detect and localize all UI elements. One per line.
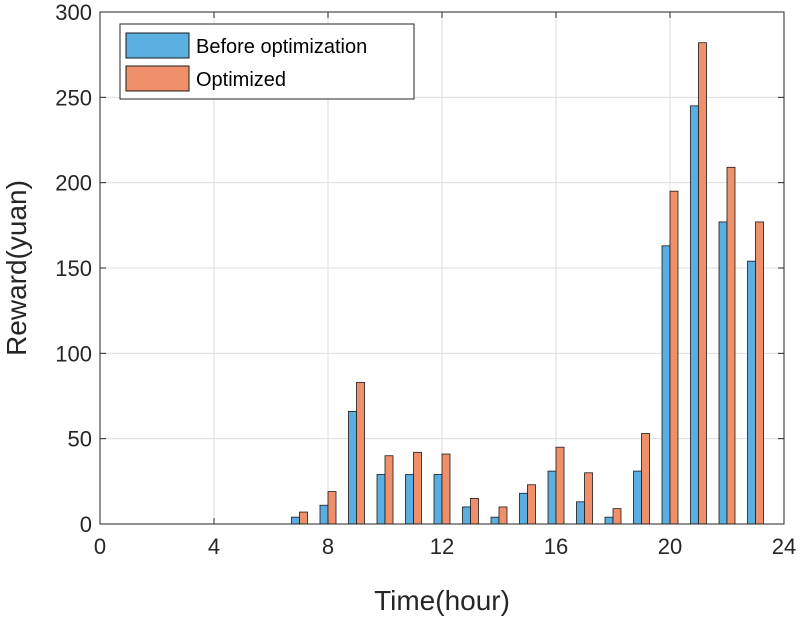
x-tick-label: 12 — [430, 534, 454, 559]
x-tick-label: 8 — [322, 534, 334, 559]
bar-optimized-hour-16 — [555, 446, 565, 525]
bar-optimized-hour-10 — [384, 455, 394, 525]
bar-optimized-hour-23 — [755, 221, 764, 525]
bar-optimized-hour-22 — [726, 166, 736, 525]
bar-before-hour-18 — [604, 516, 614, 525]
bar-optimized-hour-9 — [356, 381, 365, 525]
legend: Before optimization Optimized — [119, 23, 415, 100]
bar-before-hour-7 — [291, 516, 300, 525]
bar-before-hour-12 — [433, 474, 443, 525]
bar-before-hour-10 — [376, 474, 386, 525]
bar-before-hour-16 — [547, 470, 557, 525]
y-tick-label: 50 — [68, 427, 92, 452]
x-tick-label: 16 — [544, 534, 568, 559]
bar-before-hour-14 — [490, 516, 500, 525]
axis-ticks: 0 4 8 12 16 20 24 0 50 100 150 200 250 300 — [55, 0, 796, 559]
legend-label-before: Before optimization — [196, 36, 367, 58]
bar-before-hour-23 — [747, 260, 756, 525]
legend-swatch-optimized — [125, 65, 190, 92]
bar-optimized-hour-7 — [299, 511, 308, 525]
bar-before-hour-15 — [519, 492, 528, 525]
bar-optimized-hour-18 — [612, 508, 622, 525]
bar-before-hour-17 — [576, 501, 585, 525]
legend-label-optimized: Optimized — [196, 69, 286, 91]
bar-optimized-hour-14 — [498, 506, 508, 525]
y-tick-label: 0 — [80, 512, 92, 537]
bar-before-hour-11 — [405, 474, 414, 525]
bar-optimized-hour-11 — [413, 451, 422, 525]
bar-before-hour-21 — [690, 105, 699, 525]
legend-swatch-before — [125, 32, 190, 59]
x-tick-label: 4 — [208, 534, 220, 559]
x-tick-label: 20 — [658, 534, 682, 559]
y-tick-label: 250 — [55, 85, 92, 110]
bar-optimized-hour-12 — [441, 453, 451, 525]
y-tick-label: 200 — [55, 171, 92, 196]
bar-optimized-hour-20 — [669, 190, 679, 525]
bar-before-hour-19 — [633, 470, 642, 525]
y-axis-label: Reward(yuan) — [1, 180, 32, 356]
bar-before-hour-20 — [661, 245, 671, 525]
y-tick-label: 150 — [55, 256, 92, 281]
x-axis-label: Time(hour) — [374, 585, 510, 616]
bar-before-hour-22 — [718, 221, 728, 525]
bar-optimized-hour-17 — [584, 472, 593, 525]
bar-before-hour-8 — [319, 504, 329, 525]
bar-optimized-hour-15 — [527, 484, 536, 525]
bar-optimized-hour-13 — [470, 497, 479, 525]
bar-before-hour-9 — [348, 410, 357, 525]
bar-optimized-hour-21 — [698, 42, 707, 525]
bar-optimized-hour-8 — [327, 491, 337, 525]
y-tick-label: 300 — [55, 0, 92, 25]
x-tick-label: 24 — [772, 534, 796, 559]
x-tick-label: 0 — [94, 534, 106, 559]
bar-before-hour-13 — [462, 506, 471, 525]
bar-optimized-hour-19 — [641, 433, 650, 525]
y-tick-label: 100 — [55, 341, 92, 366]
